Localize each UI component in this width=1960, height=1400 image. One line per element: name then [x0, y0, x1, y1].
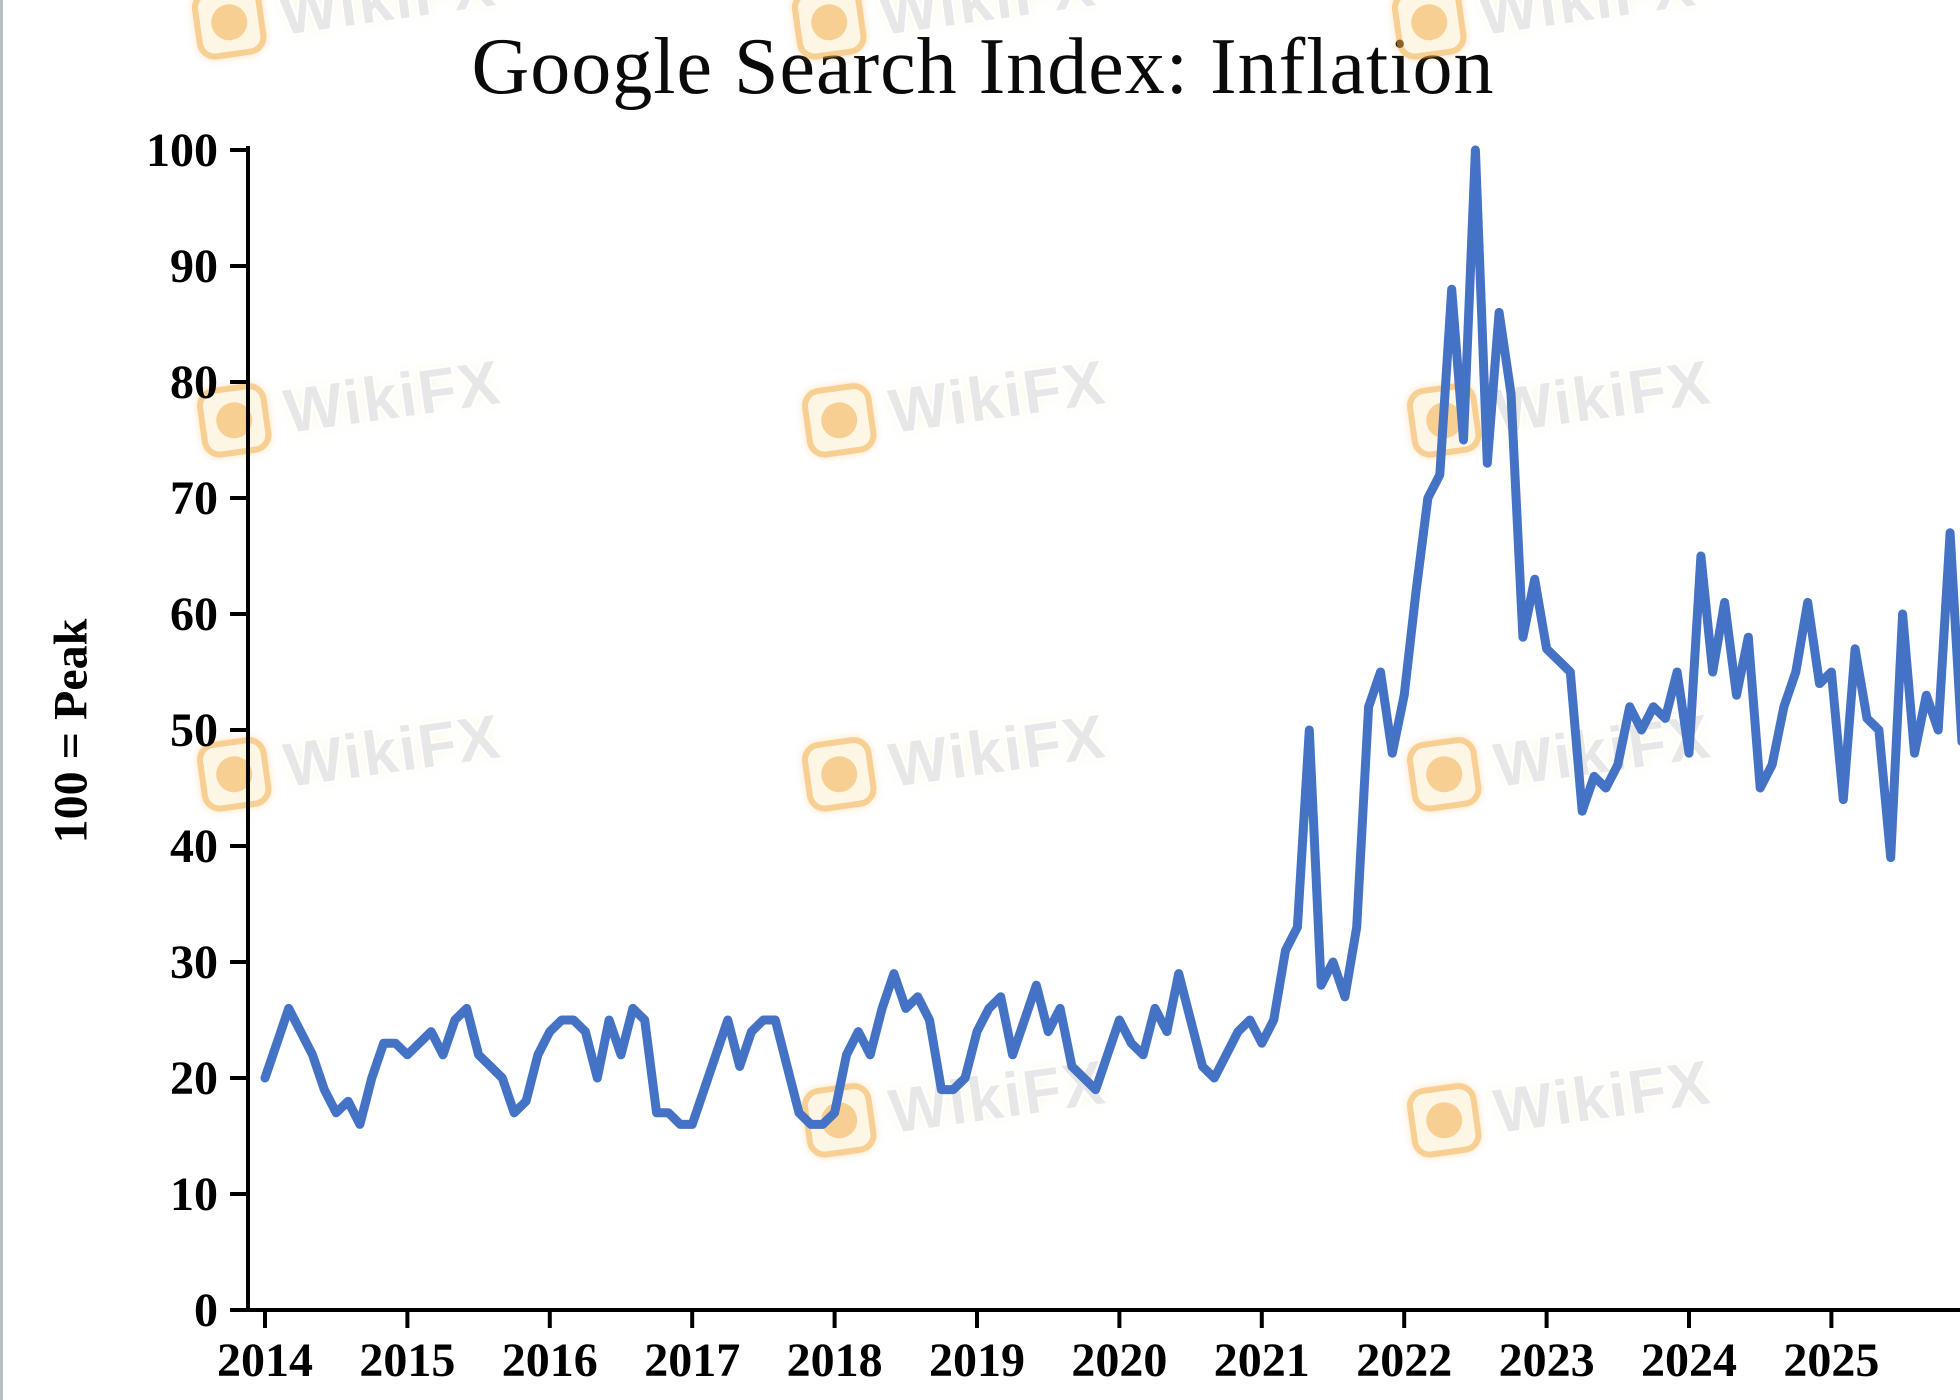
y-tick-label: 10	[170, 1168, 218, 1221]
y-tick-label: 70	[170, 472, 218, 525]
y-tick-label: 50	[170, 704, 218, 757]
x-tick-label: 2020	[1071, 1334, 1167, 1387]
y-tick-label: 30	[170, 936, 218, 989]
x-tick-label: 2024	[1641, 1334, 1737, 1387]
x-tick-label: 2022	[1356, 1334, 1452, 1387]
x-tick-label: 2016	[502, 1334, 598, 1387]
y-tick-label: 20	[170, 1052, 218, 1105]
x-tick-label: 2015	[359, 1334, 455, 1387]
x-tick-label: 2023	[1499, 1334, 1595, 1387]
x-tick-label: 2025	[1783, 1334, 1879, 1387]
x-tick-label: 2014	[217, 1334, 313, 1387]
inflation-series-line	[260, 145, 1960, 1129]
y-tick-label: 100	[146, 124, 218, 177]
x-tick-label: 2017	[644, 1334, 740, 1387]
y-tick-label: 60	[170, 588, 218, 641]
x-tick-label: 2019	[929, 1334, 1025, 1387]
y-tick-label: 40	[170, 820, 218, 873]
y-tick-label: 90	[170, 240, 218, 293]
x-tick-label: 2021	[1214, 1334, 1310, 1387]
chart-canvas: 0 10 20 30 40 50 60 70 80 90 100 2014 2015 2016 2017 20…	[146, 124, 1960, 1387]
y-tick-label: 80	[170, 356, 218, 409]
chart-title: Google Search Index: Inflation	[471, 23, 1495, 111]
x-tick-label: 2018	[787, 1334, 883, 1387]
y-tick-label: 0	[194, 1284, 218, 1337]
